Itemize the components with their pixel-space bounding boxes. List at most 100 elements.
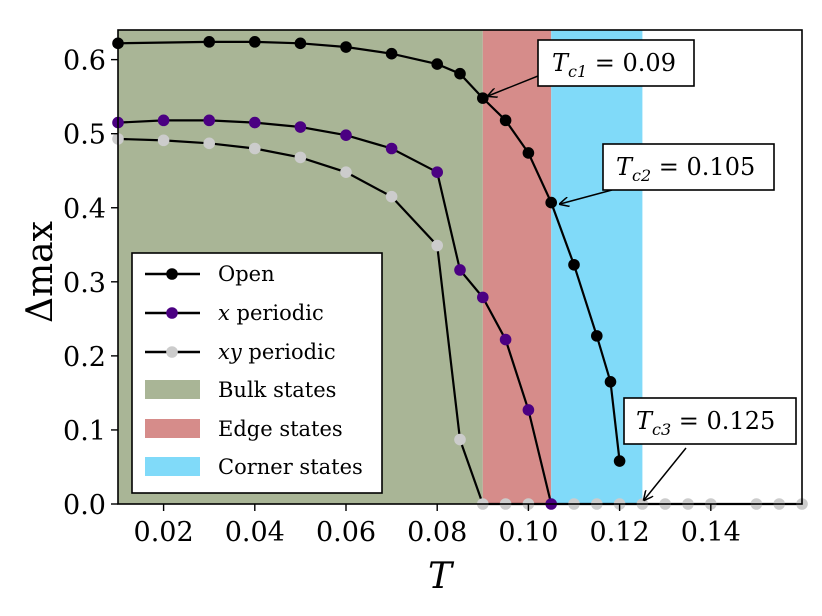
y-tick-label: 0.2 [63, 342, 106, 373]
legend-label-x-rest: periodic [230, 301, 324, 325]
annotation-tc1: Tc1 = 0.09 [537, 39, 695, 87]
point-open [499, 114, 512, 127]
legend-label-xy-var: xy [218, 340, 243, 364]
annotation-tc1-symbol: T [552, 49, 570, 77]
annotation-tc1-sub: c1 [568, 62, 587, 81]
point-open [545, 196, 557, 209]
point-open [604, 375, 617, 388]
legend-swatch-edge [145, 419, 200, 438]
x-ticks: 0.02 0.04 0.06 0.08 0.10 0.12 0.14 [134, 504, 741, 548]
point-open [431, 58, 444, 70]
legend-label-edge: Edge states [218, 417, 343, 441]
legend-swatch-bulk [145, 380, 200, 399]
legend-label-bulk: Bulk states [218, 378, 336, 402]
point-open [294, 37, 307, 50]
svg-text:Tc1 = 0.09: Tc1 = 0.09 [552, 49, 676, 81]
point-open [477, 92, 489, 104]
region-edge-states [482, 30, 552, 504]
x-tick-label: 0.10 [498, 517, 558, 548]
point-xy-periodic [157, 134, 170, 147]
svg-text:Tc3 = 0.125: Tc3 = 0.125 [636, 407, 775, 439]
x-tick-label: 0.02 [134, 517, 194, 548]
legend-label-corner: Corner states [218, 455, 363, 479]
legend-item-bulk: Bulk states [145, 378, 336, 402]
legend-box [131, 252, 383, 494]
point-x-periodic [340, 129, 352, 141]
legend-item-open: Open [145, 262, 275, 286]
point-open [203, 36, 215, 48]
annotation-arrow-c2 [560, 189, 613, 204]
point-x-periodic [477, 291, 489, 304]
annotation-tc3-symbol: T [636, 407, 654, 435]
y-axis-title-sub: max [20, 221, 61, 297]
plot-frame [117, 29, 803, 505]
x-tick-label: 0.04 [225, 517, 285, 548]
legend-swatch-corner [145, 457, 200, 476]
y-ticks: 0.0 0.1 0.2 0.3 0.4 0.5 0.6 [63, 46, 118, 521]
point-x-periodic [499, 333, 512, 346]
y-tick-label: 0.5 [63, 120, 106, 151]
y-tick-label: 0.0 [63, 490, 106, 521]
point-open [591, 330, 603, 342]
annotation-tc1-value: = 0.09 [587, 49, 676, 77]
x-tick-label: 0.06 [316, 517, 376, 548]
point-open [454, 67, 466, 80]
y-tick-label: 0.1 [63, 416, 106, 447]
x-tick-label: 0.12 [590, 517, 650, 548]
point-open [613, 455, 626, 467]
legend-label-xy-rest: periodic [242, 340, 336, 364]
point-xy-periodic [340, 166, 352, 178]
y-axis-title-delta: Δ [20, 297, 61, 323]
svg-text:x periodic: x periodic [218, 301, 324, 325]
point-open [385, 47, 398, 60]
point-open [568, 258, 580, 271]
point-x-periodic [385, 142, 398, 155]
point-x-periodic [431, 166, 444, 178]
point-x-periodic [203, 114, 215, 127]
point-xy-periodic [385, 190, 398, 203]
legend-item-xy-periodic: xy periodic [145, 340, 336, 364]
annotation-tc1-box [537, 39, 695, 87]
svg-text:Tc2 = 0.105: Tc2 = 0.105 [616, 153, 755, 185]
y-tick-label: 0.4 [63, 194, 106, 225]
annotation-tc2-sub: c2 [632, 166, 651, 185]
series-line-open [117, 40, 621, 462]
legend-item-corner: Corner states [145, 455, 363, 479]
legend-label-x-var: x [218, 301, 230, 325]
legend: Open x periodic xy periodic Bulk states … [131, 252, 383, 494]
y-tick-label: 0.3 [63, 268, 106, 299]
x-tick-label: 0.14 [681, 517, 741, 548]
point-xy-periodic [454, 433, 466, 446]
annotation-tc2-value: = 0.105 [651, 153, 755, 181]
point-xy-periodic [203, 137, 215, 150]
point-x-periodic [249, 116, 261, 129]
y-axis-title: Δmax [20, 221, 61, 323]
annotation-tc3: Tc3 = 0.125 [623, 397, 797, 445]
annotation-tc3-value: = 0.125 [671, 407, 775, 435]
y-tick-label: 0.6 [63, 46, 106, 77]
x-axis-title: T [428, 556, 455, 597]
annotation-tc2-symbol: T [616, 153, 634, 181]
annotation-tc2-box [602, 143, 775, 191]
point-x-periodic [294, 121, 307, 133]
point-xy-periodic [431, 239, 444, 252]
annotation-tc3-sub: c3 [652, 420, 671, 439]
point-open [340, 41, 352, 53]
legend-marker-x-periodic [166, 307, 178, 319]
legend-item-edge: Edge states [145, 417, 343, 441]
point-open [249, 36, 261, 48]
legend-marker-xy-periodic [166, 346, 178, 358]
point-open [522, 147, 535, 159]
legend-marker-open [166, 268, 178, 280]
legend-label-open: Open [218, 262, 275, 286]
legend-item-x-periodic: x periodic [145, 301, 324, 325]
point-x-periodic [522, 404, 535, 416]
point-xy-periodic [294, 151, 307, 164]
svg-text:xy periodic: xy periodic [218, 340, 336, 364]
x-tick-label: 0.08 [407, 517, 467, 548]
annotation-arrow-c3 [644, 447, 687, 500]
annotation-tc3-box [623, 397, 797, 445]
annotation-tc2: Tc2 = 0.105 [602, 143, 775, 191]
point-x-periodic [157, 114, 170, 127]
